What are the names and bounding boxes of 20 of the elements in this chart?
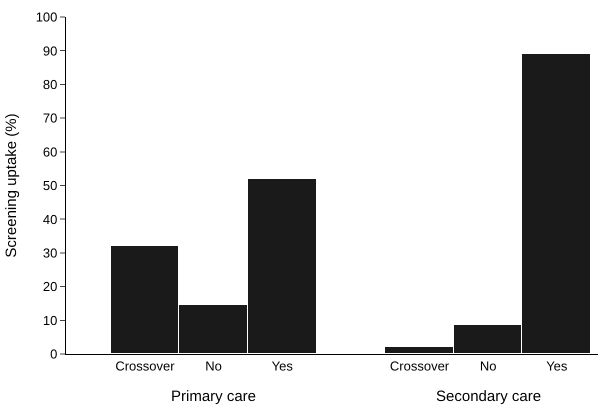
y-tick-label: 60: [42, 144, 58, 160]
y-tick-label: 40: [42, 212, 58, 227]
y-tick-label: 90: [42, 43, 58, 58]
x-tick-label: Yes: [272, 358, 294, 374]
y-tick-label: 80: [42, 76, 58, 92]
y-tick-label: 20: [42, 279, 58, 294]
y-tick-label: 50: [42, 178, 58, 194]
y-tick-label: 0: [50, 346, 58, 362]
text: Secondary care: [436, 388, 542, 405]
y-tick-label: 100: [36, 10, 58, 25]
x-tick-label: Crossover: [390, 358, 450, 374]
y-axis-title: Screening uptake (%): [2, 113, 20, 258]
text: Primary care: [171, 388, 256, 405]
y-tick-label: 70: [42, 110, 58, 126]
x-tick-label: Yes: [546, 358, 568, 374]
x-tick-label: Crossover: [115, 358, 176, 374]
y-tick-label: 30: [42, 245, 58, 260]
x-tick-label: No: [480, 358, 496, 374]
x-tick-label: No: [205, 358, 222, 374]
y-tick-label: 10: [42, 312, 58, 328]
